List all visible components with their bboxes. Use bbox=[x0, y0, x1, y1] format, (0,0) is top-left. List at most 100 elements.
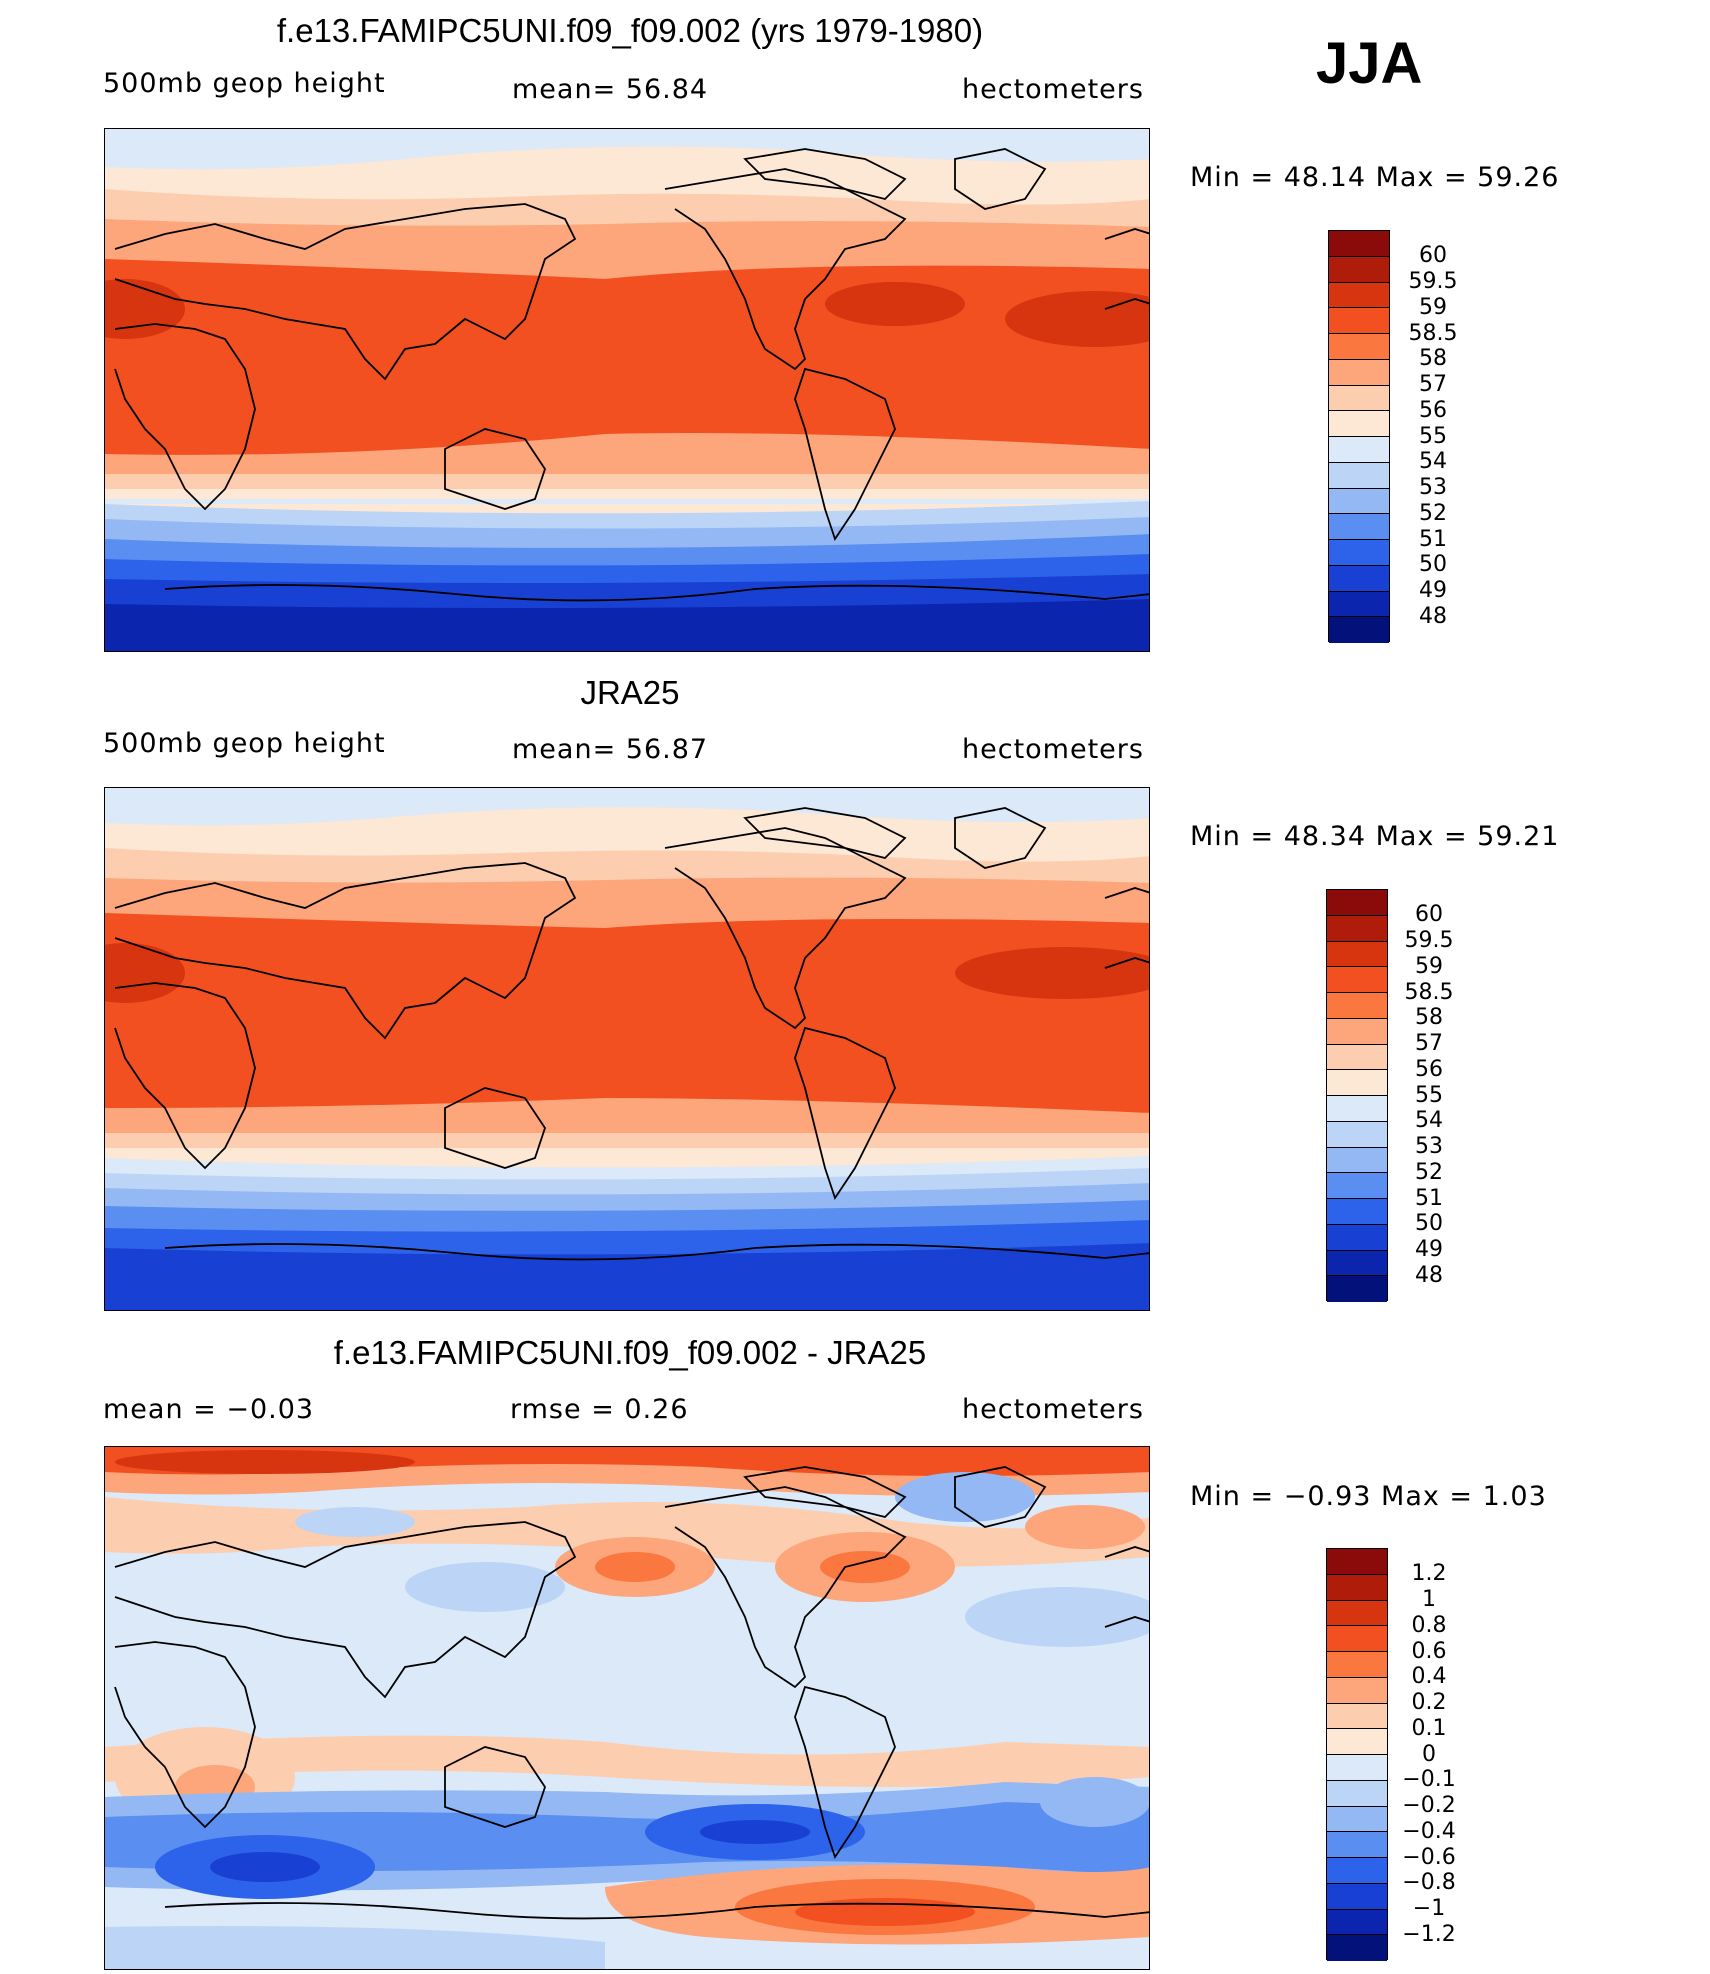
colorbar-tick-label: 59 bbox=[1419, 295, 1447, 320]
panel-3-colorbar-swatch bbox=[1327, 1755, 1387, 1781]
panel-3-rmse-label: rmse = 0.26 bbox=[510, 1394, 689, 1425]
panel-3-colorbar-swatch bbox=[1327, 1935, 1387, 1961]
colorbar-tick-label: 1.2 bbox=[1411, 1561, 1447, 1586]
colorbar-tick-label: 51 bbox=[1415, 1186, 1443, 1211]
panel-3-mean-label: mean = −0.03 bbox=[103, 1394, 315, 1425]
panel-3-colorbar-swatch bbox=[1327, 1652, 1387, 1678]
panel-1-colorbar-swatch bbox=[1329, 282, 1389, 309]
panel-1-colorbar-swatch bbox=[1329, 359, 1389, 386]
colorbar-tick-label: 55 bbox=[1415, 1083, 1443, 1108]
panel-3-colorbar-swatch bbox=[1327, 1549, 1387, 1575]
panel-1-colorbar-swatch bbox=[1329, 411, 1389, 437]
panel-2-colorbar-labels: 60 59.5 59 58.5 58 57 56 55 54 53 52 51 … bbox=[1394, 889, 1464, 1301]
colorbar-tick-label: 57 bbox=[1415, 1031, 1443, 1056]
colorbar-tick-label: −0.1 bbox=[1402, 1767, 1456, 1792]
colorbar-tick-label: 56 bbox=[1415, 1057, 1443, 1082]
panel-2-colorbar-swatch bbox=[1327, 890, 1387, 916]
panel-1-colorbar-swatch bbox=[1329, 462, 1389, 489]
panel-1-colorbar-swatch bbox=[1329, 617, 1389, 643]
colorbar-tick-label: 55 bbox=[1419, 424, 1447, 449]
panel-2-colorbar-swatch bbox=[1327, 1147, 1387, 1174]
colorbar-tick-label: 60 bbox=[1419, 243, 1447, 268]
panel-1-min-max: Min = 48.14 Max = 59.26 bbox=[1190, 162, 1560, 193]
panel-3-colorbar-swatch bbox=[1327, 1832, 1387, 1858]
panel-2-colorbar-swatch bbox=[1327, 915, 1387, 942]
panel-1-colorbar-swatch bbox=[1329, 488, 1389, 515]
colorbar-tick-label: 0.2 bbox=[1411, 1690, 1447, 1715]
panel-3-colorbar-swatch bbox=[1327, 1909, 1387, 1936]
panel-3-colorbar-swatch bbox=[1327, 1806, 1387, 1833]
panel-1-colorbar-swatch bbox=[1329, 256, 1389, 283]
colorbar-tick-label: 58.5 bbox=[1404, 980, 1454, 1005]
panel-2-min-max: Min = 48.34 Max = 59.21 bbox=[1190, 821, 1560, 852]
panel-2-colorbar-swatch bbox=[1327, 1070, 1387, 1096]
panel-1-colorbar-swatch bbox=[1329, 385, 1389, 412]
panel-3-colorbar-swatch bbox=[1327, 1626, 1387, 1652]
colorbar-tick-label: 49 bbox=[1415, 1237, 1443, 1262]
panel-3-colorbar-swatch bbox=[1327, 1729, 1387, 1755]
panel-1-colorbar-swatch bbox=[1329, 231, 1389, 257]
colorbar-tick-label: 50 bbox=[1419, 552, 1447, 577]
colorbar-tick-label: −0.2 bbox=[1402, 1793, 1456, 1818]
panel-1-variable-label: 500mb geop height bbox=[103, 68, 386, 99]
panel-1-colorbar bbox=[1328, 230, 1390, 643]
colorbar-tick-label: 49 bbox=[1419, 578, 1447, 603]
panel-3-min-max: Min = −0.93 Max = 1.03 bbox=[1190, 1481, 1547, 1512]
panel-2-map bbox=[104, 787, 1150, 1311]
colorbar-tick-label: −0.6 bbox=[1402, 1845, 1456, 1870]
panel-2-mean-label: mean= 56.87 bbox=[512, 734, 709, 765]
panel-2-colorbar-swatch bbox=[1327, 1121, 1387, 1148]
panel-3-colorbar-swatch bbox=[1327, 1780, 1387, 1807]
panel-1-colorbar-swatch bbox=[1329, 334, 1389, 360]
colorbar-tick-label: 58 bbox=[1419, 346, 1447, 371]
panel-2-map-svg bbox=[105, 788, 1149, 1310]
colorbar-tick-label: 53 bbox=[1415, 1134, 1443, 1159]
panel-3-colorbar-labels: 1.2 1 0.8 0.6 0.4 0.2 0.1 0 −0.1 −0.2 −0… bbox=[1394, 1548, 1464, 1960]
panel-3-colorbar-swatch bbox=[1327, 1703, 1387, 1730]
panel-1-units-label: hectometers bbox=[962, 74, 1144, 105]
colorbar-tick-label: 52 bbox=[1415, 1160, 1443, 1185]
panel-1-colorbar-labels: 60 59.5 59 58.5 58 57 56 55 54 53 52 51 … bbox=[1398, 230, 1468, 642]
panel-2-colorbar-swatch bbox=[1327, 1199, 1387, 1225]
panel-1-colorbar-swatch bbox=[1329, 514, 1389, 540]
panel-2-units-label: hectometers bbox=[962, 734, 1144, 765]
colorbar-tick-label: 56 bbox=[1419, 398, 1447, 423]
panel-2-colorbar-swatch bbox=[1327, 967, 1387, 993]
panel-2-colorbar-swatch bbox=[1327, 1173, 1387, 1199]
panel-3-colorbar-swatch bbox=[1327, 1883, 1387, 1910]
panel-2-colorbar-swatch bbox=[1327, 1096, 1387, 1122]
colorbar-tick-label: 0 bbox=[1422, 1742, 1436, 1767]
panel-3-title: f.e13.FAMIPC5UNI.f09_f09.002 - JRA25 bbox=[333, 1334, 927, 1371]
panel-2-colorbar bbox=[1326, 889, 1388, 1302]
colorbar-tick-label: −1.2 bbox=[1402, 1922, 1456, 1947]
colorbar-tick-label: 54 bbox=[1415, 1108, 1443, 1133]
panel-3-colorbar-swatch bbox=[1327, 1600, 1387, 1627]
colorbar-tick-label: −0.4 bbox=[1402, 1819, 1456, 1844]
panel-3-units-label: hectometers bbox=[962, 1394, 1144, 1425]
colorbar-tick-label: 51 bbox=[1419, 527, 1447, 552]
panel-1-mean-label: mean= 56.84 bbox=[512, 74, 709, 105]
colorbar-tick-label: 58 bbox=[1415, 1005, 1443, 1030]
colorbar-tick-label: 58.5 bbox=[1408, 321, 1458, 346]
panel-1-colorbar-swatch bbox=[1329, 437, 1389, 463]
colorbar-tick-label: 52 bbox=[1419, 501, 1447, 526]
panel-2-colorbar-swatch bbox=[1327, 1276, 1387, 1302]
colorbar-tick-label: −1 bbox=[1412, 1896, 1446, 1921]
colorbar-tick-label: 53 bbox=[1419, 475, 1447, 500]
colorbar-tick-label: 0.6 bbox=[1411, 1639, 1447, 1664]
colorbar-tick-label: 48 bbox=[1415, 1263, 1443, 1288]
panel-3-colorbar-swatch bbox=[1327, 1677, 1387, 1704]
colorbar-tick-label: 0.1 bbox=[1411, 1716, 1447, 1741]
panel-2-colorbar-swatch bbox=[1327, 1018, 1387, 1045]
colorbar-tick-label: 59.5 bbox=[1404, 928, 1454, 953]
colorbar-tick-label: 48 bbox=[1419, 604, 1447, 629]
panel-3-map bbox=[104, 1446, 1150, 1970]
panel-1-colorbar-swatch bbox=[1329, 308, 1389, 334]
colorbar-tick-label: 54 bbox=[1419, 449, 1447, 474]
colorbar-tick-label: 1 bbox=[1422, 1587, 1436, 1612]
colorbar-tick-label: −0.8 bbox=[1402, 1870, 1456, 1895]
panel-2-colorbar-swatch bbox=[1327, 1044, 1387, 1071]
panel-2-colorbar-swatch bbox=[1327, 993, 1387, 1019]
panel-1-map-svg bbox=[105, 129, 1149, 651]
